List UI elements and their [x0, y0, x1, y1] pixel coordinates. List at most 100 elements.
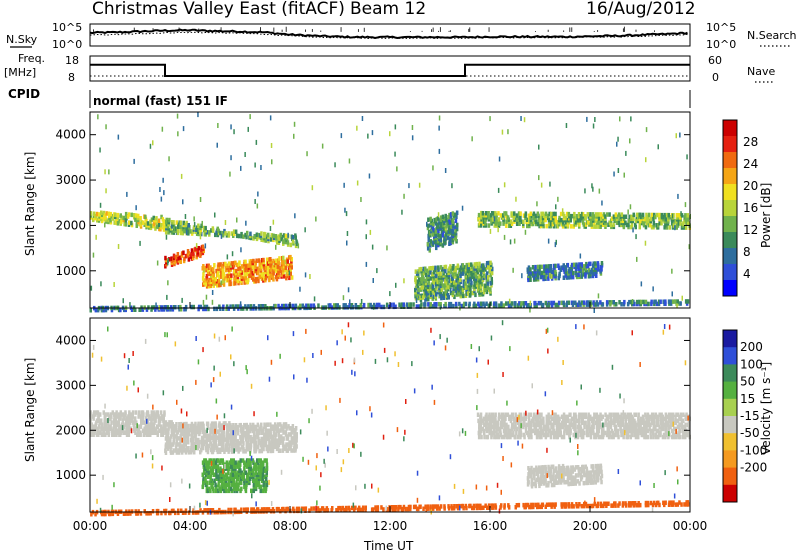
power-cell — [269, 257, 272, 262]
power-cell — [545, 212, 548, 217]
y-tick-label: 3000 — [55, 173, 86, 187]
velocity-cell — [634, 421, 637, 426]
velocity-cell — [109, 424, 112, 429]
power-cell — [435, 302, 438, 307]
velocity-cell — [365, 506, 368, 511]
power-cell — [512, 268, 514, 273]
power-cell — [380, 305, 383, 310]
power-cell — [367, 134, 369, 139]
velocity-cell — [592, 464, 595, 469]
power-cell — [618, 168, 620, 173]
power-cell — [219, 307, 222, 312]
velocity-cell — [110, 420, 113, 425]
power-cell — [652, 286, 654, 291]
velocity-cell — [230, 487, 233, 492]
power-cell — [686, 154, 688, 159]
power-cell — [344, 303, 347, 308]
power-colorbar-swatch — [723, 152, 737, 169]
power-cell — [341, 133, 343, 138]
velocity-cell — [227, 471, 230, 476]
velocity-cell — [292, 424, 295, 429]
power-cell — [639, 223, 642, 228]
velocity-cell — [266, 507, 269, 512]
power-cell — [287, 233, 289, 238]
power-cell — [114, 213, 117, 218]
freq-label: Freq. — [18, 52, 45, 65]
power-cell — [401, 210, 403, 215]
power-cell — [480, 302, 483, 307]
power-cell — [679, 133, 681, 138]
power-cell — [177, 114, 179, 119]
power-cell — [645, 157, 647, 162]
power-cell — [444, 236, 446, 241]
velocity-cell — [562, 464, 565, 469]
power-cell — [621, 212, 624, 217]
cpid-value: normal (fast) 151 IF — [93, 94, 228, 108]
power-cell — [236, 218, 238, 223]
power-cell — [254, 199, 256, 204]
power-cell — [222, 268, 225, 273]
velocity-cell — [547, 433, 550, 438]
velocity-cell — [477, 413, 480, 418]
power-cell — [625, 215, 628, 220]
power-cell — [221, 234, 223, 239]
power-cell — [202, 276, 205, 281]
velocity-cell — [240, 458, 243, 463]
power-colorbar-swatch — [723, 200, 737, 217]
power-cell — [209, 265, 212, 270]
velocity-cell — [209, 466, 212, 471]
velocity-cell — [134, 431, 137, 436]
power-cell — [134, 217, 137, 222]
velocity-cell — [167, 426, 170, 431]
power-cell — [152, 140, 154, 145]
power-cell — [389, 291, 391, 296]
power-cell — [540, 301, 543, 306]
velocity-cell — [298, 507, 301, 512]
power-cell — [427, 224, 430, 229]
power-cell — [677, 194, 679, 199]
power-cell — [525, 230, 527, 235]
velocity-cell — [647, 413, 650, 418]
velocity-cell — [404, 507, 407, 512]
power-cell — [538, 175, 540, 180]
power-cell — [648, 213, 651, 218]
power-cell — [104, 222, 106, 227]
power-cell — [573, 263, 576, 268]
power-cell — [162, 127, 164, 132]
velocity-cell — [399, 505, 402, 510]
power-cell — [247, 278, 250, 283]
velocity-cell — [382, 507, 385, 512]
power-cell — [366, 234, 368, 239]
power-cell — [470, 281, 473, 286]
power-cell — [462, 206, 464, 211]
power-cell — [389, 131, 391, 136]
velocity-cell — [163, 410, 166, 415]
velocity-cell — [242, 441, 245, 446]
velocity-cell — [617, 429, 620, 434]
power-cell — [203, 300, 205, 305]
power-cell — [679, 301, 682, 306]
velocity-cell — [599, 423, 602, 428]
power-cell — [430, 266, 433, 271]
velocity-cell — [217, 458, 220, 463]
power-cell — [282, 256, 285, 261]
power-cell — [104, 169, 106, 174]
power-cell — [597, 212, 600, 217]
power-cell — [187, 249, 190, 254]
power-cell — [660, 221, 663, 226]
power-cell — [427, 297, 430, 302]
power-cell — [679, 221, 682, 226]
velocity-cell — [637, 413, 640, 418]
power-cell — [544, 218, 547, 223]
power-cell — [295, 304, 298, 309]
power-colorbar-swatch — [723, 168, 737, 185]
velocity-cell — [507, 425, 510, 430]
velocity-cell — [585, 413, 588, 418]
power-cell — [126, 192, 128, 197]
power-cell — [237, 279, 240, 284]
power-colorbar-tick: 20 — [743, 179, 758, 193]
power-cell — [346, 211, 348, 216]
power-cell — [554, 212, 557, 217]
power-cell — [412, 135, 414, 140]
power-cell — [520, 116, 522, 121]
